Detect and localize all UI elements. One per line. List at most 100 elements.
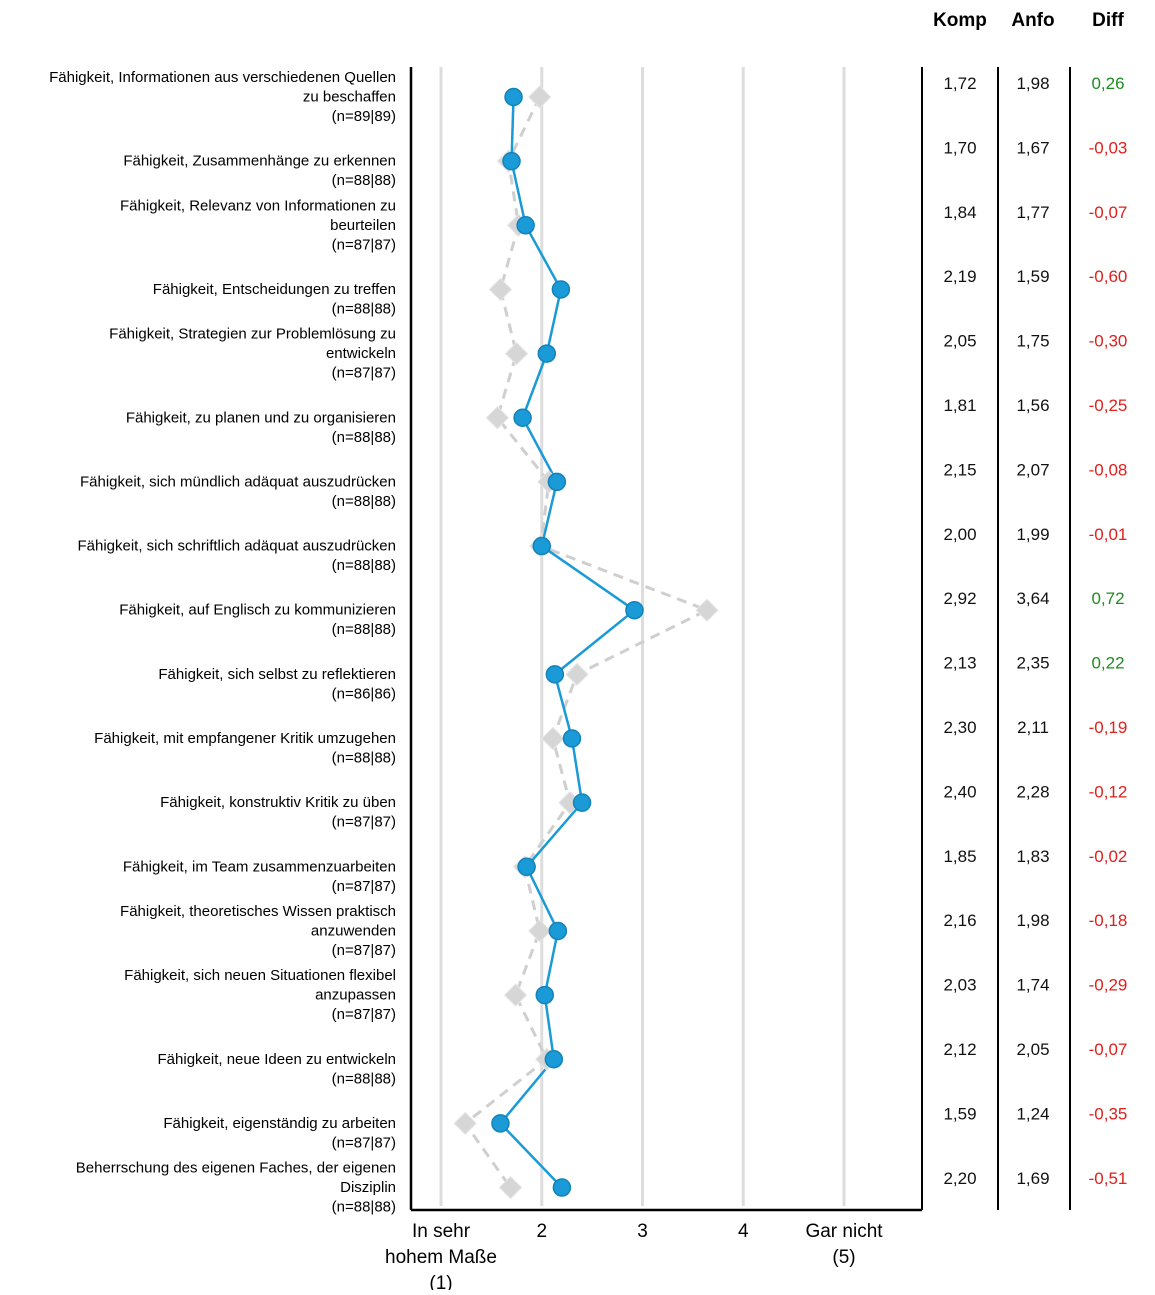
row-label-line: (n=88|88) xyxy=(332,750,396,767)
anfo-value-16: 2,05 xyxy=(1016,1040,1049,1059)
komp-marker-11 xyxy=(562,729,582,748)
row-label-line: (n=88|88) xyxy=(332,172,396,189)
komp-value-16: 2,12 xyxy=(943,1040,976,1059)
row-label-8: Fähigkeit, sich schriftlich adäquat ausz… xyxy=(77,538,396,575)
row-label-line: (n=88|88) xyxy=(332,621,396,638)
row-label-line: (n=87|87) xyxy=(332,878,396,895)
grid-layer xyxy=(439,67,846,1206)
x-tick-label-line: 2 xyxy=(536,1221,547,1242)
komp-marker-6 xyxy=(513,408,532,427)
komp-marker-1 xyxy=(504,87,523,107)
anfo-value-11: 2,11 xyxy=(1017,718,1049,737)
x-tick-label-3: 3 xyxy=(637,1221,648,1242)
row-label-line: Fähigkeit, Strategien zur Problemlösung … xyxy=(109,326,396,343)
komp-value-4: 2,19 xyxy=(943,267,976,286)
row-label-17: Fähigkeit, eigenständig zu arbeiten (n=87… xyxy=(163,1115,396,1152)
row-label-line: (n=88|88) xyxy=(332,429,396,446)
row-label-line: entwickeln xyxy=(326,345,396,362)
series-lines-layer xyxy=(463,96,711,1189)
anfo-value-13: 1,83 xyxy=(1016,847,1049,866)
anfo-value-18: 1,69 xyxy=(1016,1169,1049,1188)
row-label-line: (n=88|88) xyxy=(332,1199,396,1216)
x-tick-label-line: 3 xyxy=(637,1221,648,1242)
series-line-komp xyxy=(498,96,637,1189)
anfo-marker-14 xyxy=(528,919,552,943)
komp-value-11: 2,30 xyxy=(943,718,976,737)
row-label-line: (n=88|88) xyxy=(332,493,396,510)
anfo-marker-17 xyxy=(453,1111,477,1136)
row-label-13: Fähigkeit, im Team zusammenzuarbeiten (n=… xyxy=(123,858,396,895)
row-label-line: (n=86|86) xyxy=(332,685,396,702)
x-tick-label-1: In sehr hohem Maße (1) xyxy=(385,1221,497,1290)
row-label-line: Fähigkeit, Entscheidungen zu treffen xyxy=(153,281,396,298)
komp-value-3: 1,84 xyxy=(943,203,976,222)
anfo-marker-4 xyxy=(488,277,513,302)
row-label-6: Fähigkeit, zu planen und zu organisieren… xyxy=(126,409,396,446)
diff-value-17: -0,35 xyxy=(1089,1104,1128,1123)
row-label-line: anzupassen xyxy=(315,987,396,1004)
row-label-4: Fähigkeit, Entscheidungen zu treffen (n=8… xyxy=(153,281,396,318)
komp-marker-12 xyxy=(572,793,592,812)
komp-value-15: 2,03 xyxy=(943,976,976,995)
row-labels-layer: Fähigkeit, Informationen aus verschieden… xyxy=(49,69,396,1216)
x-tick-label-line: hohem Maße xyxy=(385,1247,497,1268)
anfo-value-17: 1,24 xyxy=(1016,1104,1049,1123)
axes-layer xyxy=(409,67,1071,1212)
diff-value-1: 0,26 xyxy=(1091,74,1124,93)
row-label-line: Fähigkeit, neue Ideen zu entwickeln xyxy=(158,1051,396,1068)
row-label-12: Fähigkeit, konstruktiv Kritik zu üben (n=… xyxy=(160,794,396,831)
row-label-3: Fähigkeit, Relevanz von Informationen zu… xyxy=(120,197,396,253)
row-label-line: (n=87|87) xyxy=(332,236,396,253)
row-label-line: (n=89|89) xyxy=(332,108,396,125)
diff-value-11: -0,19 xyxy=(1089,718,1128,737)
row-label-line: Fähigkeit, Relevanz von Informationen zu xyxy=(120,197,396,214)
row-label-line: Fähigkeit, sich mündlich adäquat auszudr… xyxy=(80,473,396,490)
x-tick-label-4: 4 xyxy=(738,1221,749,1242)
x-tick-label-line: 4 xyxy=(738,1221,749,1242)
row-label-line: Beherrschung des eigenen Faches, der eig… xyxy=(76,1160,396,1177)
row-label-line: Fähigkeit, auf Englisch zu kommunizieren xyxy=(119,602,396,619)
anfo-marker-11 xyxy=(541,726,565,751)
series-line-anfo xyxy=(463,96,711,1189)
komp-marker-15 xyxy=(535,985,555,1005)
row-label-15: Fähigkeit, sich neuen Situationen flexib… xyxy=(124,967,396,1023)
anfo-marker-6 xyxy=(485,406,510,430)
row-label-line: (n=87|87) xyxy=(332,814,396,831)
row-label-line: (n=87|87) xyxy=(332,942,396,959)
diff-value-2: -0,03 xyxy=(1089,138,1128,157)
komp-value-5: 2,05 xyxy=(943,332,976,351)
anfo-value-1: 1,98 xyxy=(1016,74,1049,93)
diff-value-7: -0,08 xyxy=(1089,460,1128,479)
anfo-marker-5 xyxy=(504,341,529,366)
x-tick-label-5: Gar nicht (5) xyxy=(805,1221,883,1268)
row-label-line: Fähigkeit, im Team zusammenzuarbeiten xyxy=(123,858,396,875)
row-label-line: Fähigkeit, Zusammenhänge zu erkennen xyxy=(123,153,396,170)
row-label-line: (n=87|87) xyxy=(332,365,396,382)
row-label-line: Fähigkeit, sich schriftlich adäquat ausz… xyxy=(77,538,396,555)
anfo-value-12: 2,28 xyxy=(1016,782,1049,801)
anfo-value-5: 1,75 xyxy=(1016,332,1049,351)
header-komp: Komp xyxy=(933,10,987,31)
komp-marker-13 xyxy=(517,857,536,877)
diff-value-16: -0,07 xyxy=(1089,1040,1128,1059)
komp-marker-5 xyxy=(537,344,557,363)
komp-marker-10 xyxy=(545,665,565,684)
diff-value-12: -0,12 xyxy=(1089,782,1128,801)
anfo-value-4: 1,59 xyxy=(1016,267,1049,286)
anfo-value-10: 2,35 xyxy=(1016,654,1049,673)
x-tick-label-line: (5) xyxy=(832,1247,855,1268)
x-tick-label-line: (1) xyxy=(429,1273,452,1290)
anfo-value-9: 3,64 xyxy=(1016,589,1049,608)
diff-value-4: -0,60 xyxy=(1089,267,1128,286)
diff-value-3: -0,07 xyxy=(1089,203,1128,222)
value-table-layer: Komp Anfo Diff 1,72 1,98 0,26 1,70 1,67 -0,03 1,8… xyxy=(933,10,1127,1188)
row-label-line: Fähigkeit, mit empfangener Kritik umzuge… xyxy=(94,730,396,747)
markers-layer xyxy=(453,85,719,1200)
anfo-value-15: 1,74 xyxy=(1016,976,1049,995)
anfo-value-14: 1,98 xyxy=(1016,911,1049,930)
row-label-line: Fähigkeit, konstruktiv Kritik zu üben xyxy=(160,794,396,811)
row-label-line: Disziplin xyxy=(340,1179,396,1196)
komp-marker-9 xyxy=(625,600,644,620)
